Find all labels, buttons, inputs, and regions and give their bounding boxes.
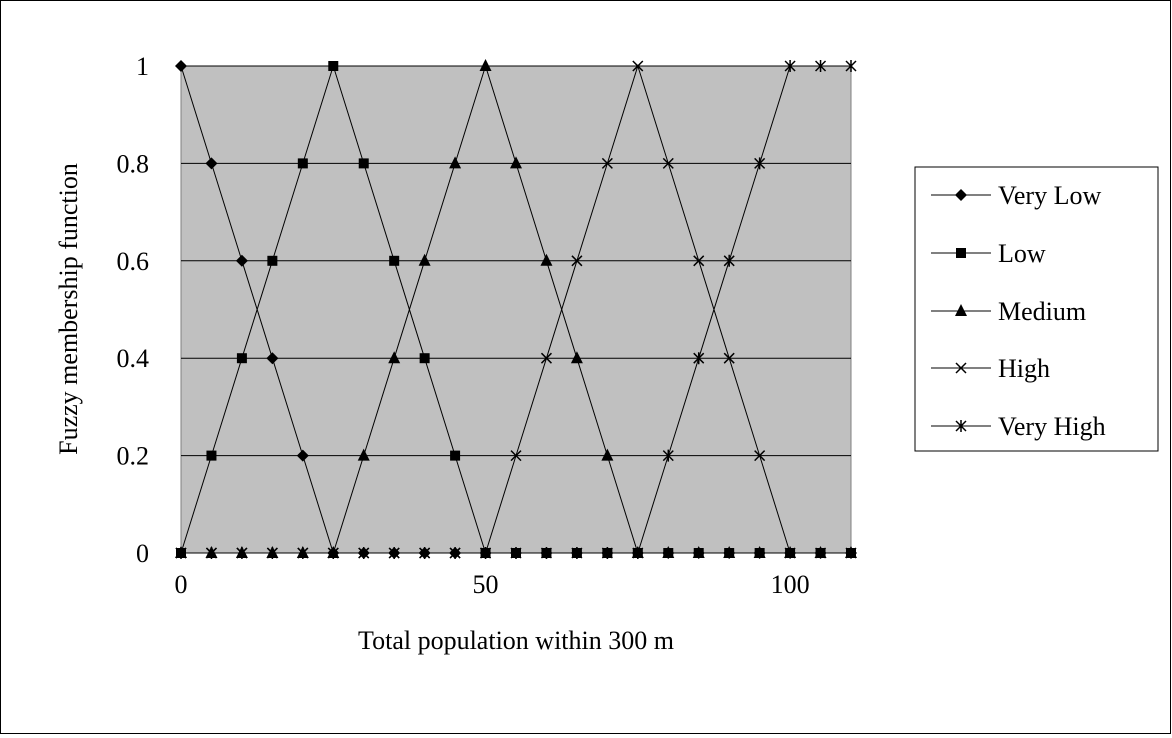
point-high xyxy=(571,255,583,267)
point-very-high xyxy=(175,547,187,559)
point-very-high xyxy=(358,547,370,559)
point-medium xyxy=(540,253,553,266)
point-very-low xyxy=(205,157,218,170)
point-medium xyxy=(510,156,522,169)
point-high xyxy=(815,547,827,559)
point-very-high xyxy=(419,547,431,559)
point-low xyxy=(206,450,217,461)
point-high xyxy=(540,352,552,364)
point-very-high xyxy=(236,547,248,559)
legend-box xyxy=(914,166,1159,452)
y-tick-label: 0.2 xyxy=(117,442,150,471)
point-low xyxy=(297,158,308,169)
point-very-high xyxy=(784,60,796,72)
point-very-high xyxy=(754,157,766,170)
point-very-low xyxy=(235,254,248,267)
point-high xyxy=(845,547,857,559)
point-high xyxy=(510,450,522,462)
point-medium xyxy=(570,351,583,364)
y-tick-labels: 0 0.2 0.4 0.6 0.8 1 xyxy=(117,52,150,568)
plot-area xyxy=(180,65,852,554)
series-markers xyxy=(175,59,857,559)
legend-marker-high xyxy=(955,362,967,374)
point-very-high xyxy=(480,547,492,559)
point-very-high xyxy=(510,547,522,559)
point-medium xyxy=(357,448,370,461)
point-very-high xyxy=(540,547,552,559)
point-very-high xyxy=(845,60,857,72)
y-tick-label: 0.8 xyxy=(117,149,150,178)
point-very-high xyxy=(815,60,827,72)
point-medium xyxy=(601,448,614,461)
legend-label-very-low: Very Low xyxy=(998,181,1101,210)
point-high xyxy=(754,450,766,462)
point-medium xyxy=(662,546,675,558)
legend-marker-medium xyxy=(955,304,967,316)
point-low xyxy=(419,353,430,364)
point-very-high xyxy=(388,547,400,559)
legend-label-high: High xyxy=(998,354,1050,383)
x-axis-label: Total population within 300 m xyxy=(358,626,674,655)
x-tick-label: 50 xyxy=(473,570,499,599)
point-medium xyxy=(753,546,766,558)
point-high xyxy=(601,157,613,169)
y-tick-label: 0 xyxy=(136,539,149,568)
point-high xyxy=(693,255,705,267)
legend-label-medium: Medium xyxy=(998,297,1086,326)
point-very-low xyxy=(175,60,187,72)
y-tick-label: 0.4 xyxy=(117,344,150,373)
point-very-high xyxy=(601,547,613,559)
point-medium xyxy=(449,156,462,169)
point-very-high xyxy=(266,547,278,559)
point-very-high xyxy=(449,547,461,559)
point-very-high xyxy=(327,547,339,559)
point-very-high xyxy=(662,449,674,462)
legend-marker-very-high xyxy=(955,420,967,432)
x-tick-labels: 0 50 100 xyxy=(175,570,810,599)
point-medium xyxy=(388,351,401,364)
point-high xyxy=(632,60,644,72)
x-tick-label: 0 xyxy=(175,570,188,599)
point-low xyxy=(450,450,461,461)
y-tick-label: 1 xyxy=(136,52,149,81)
legend-label-low: Low xyxy=(998,239,1046,268)
point-low xyxy=(328,61,339,71)
point-medium xyxy=(479,59,492,71)
point-high xyxy=(662,157,674,169)
point-medium xyxy=(692,546,705,558)
point-very-low xyxy=(296,449,309,462)
point-high xyxy=(784,547,796,559)
point-very-high xyxy=(205,547,217,559)
y-tick-label: 0.6 xyxy=(117,247,150,276)
point-low xyxy=(236,353,247,364)
legend-marker-very-low xyxy=(955,189,967,201)
point-very-high xyxy=(723,254,735,267)
point-medium xyxy=(723,546,736,558)
legend: Very Low Low Medium High Very High xyxy=(914,166,1159,452)
point-high xyxy=(723,352,735,364)
point-very-high xyxy=(297,547,309,559)
point-low xyxy=(389,255,400,266)
x-tick-label: 100 xyxy=(771,570,810,599)
point-low xyxy=(358,158,369,169)
point-low xyxy=(267,255,278,266)
point-very-high xyxy=(632,547,644,559)
point-medium xyxy=(418,253,431,266)
point-very-low xyxy=(266,352,279,365)
y-axis-label: Fuzzy membership function xyxy=(54,163,83,455)
point-very-high xyxy=(571,547,583,559)
point-very-high xyxy=(693,352,705,365)
legend-label-very-high: Very High xyxy=(998,412,1106,441)
legend-marker-low xyxy=(956,248,966,258)
